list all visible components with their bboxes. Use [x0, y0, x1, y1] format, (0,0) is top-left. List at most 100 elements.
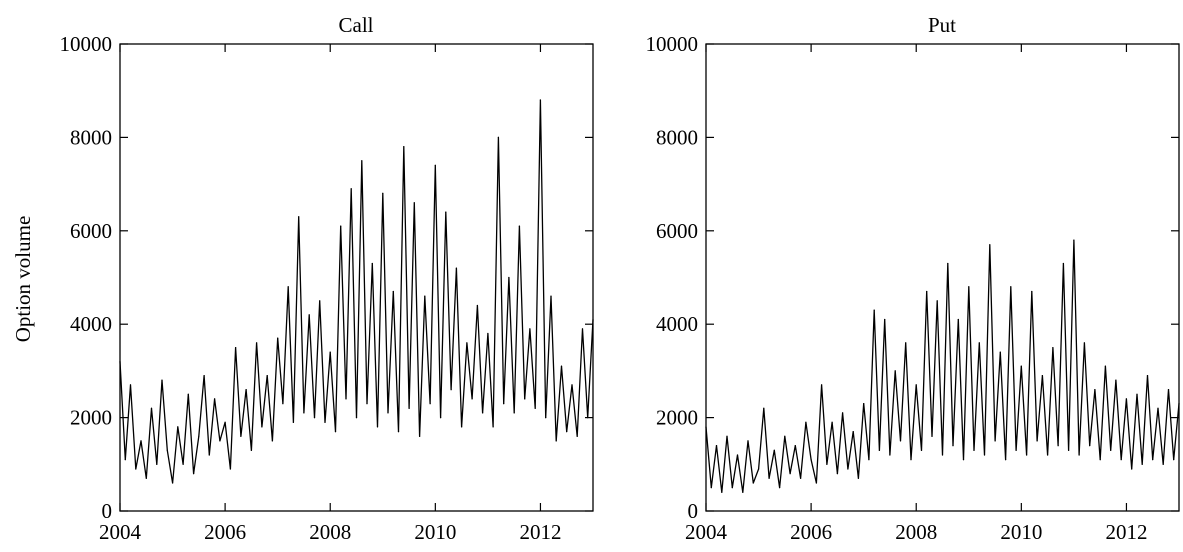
put-data-point: [1131, 468, 1133, 470]
call-plot-frame: [119, 43, 594, 512]
call-data-point: [119, 361, 121, 363]
put-data-point: [721, 491, 723, 493]
call-data-point: [203, 375, 205, 377]
call-x-tick-label: 2008: [309, 520, 351, 544]
put-data-point: [899, 440, 902, 442]
call-data-point: [592, 318, 594, 321]
put-data-point: [852, 431, 854, 433]
put-chart-title: Put: [928, 13, 956, 37]
call-data-point: [129, 384, 132, 386]
put-y-tick-label: 4000: [656, 312, 698, 336]
call-data-point: [124, 459, 126, 461]
call-data-point: [492, 426, 494, 428]
put-data-point: [873, 309, 875, 311]
call-data-point: [250, 449, 252, 451]
call-data-point: [324, 421, 326, 423]
put-data-point: [1073, 239, 1075, 241]
call-data-point: [487, 332, 489, 335]
put-y-tick-labels: 0 2000 4000 6000 8000 10000: [646, 32, 699, 523]
call-data-point: [513, 412, 515, 414]
call-data-point: [313, 417, 316, 419]
call-x-tick-label: 2004: [99, 520, 142, 544]
call-data-point: [292, 421, 294, 423]
put-data-point: [1026, 454, 1028, 456]
call-chart-title: Call: [339, 13, 374, 37]
put-data-point: [1057, 445, 1059, 447]
call-data-point: [298, 216, 300, 218]
put-data-point: [779, 487, 781, 489]
call-y-tick-label: 2000: [70, 406, 112, 430]
put-data-point: [884, 318, 886, 321]
put-data-point: [763, 407, 765, 409]
put-data-point: [968, 286, 970, 288]
put-data-point: [1052, 347, 1054, 349]
call-data-point: [150, 407, 153, 409]
put-data-point: [947, 262, 949, 265]
put-plot-frame: [705, 43, 1180, 512]
call-series: [119, 99, 594, 484]
call-data-point: [266, 375, 268, 377]
put-data-point: [1178, 403, 1180, 405]
call-y-tick-labels: 0 2000 4000 6000 8000 10000: [60, 32, 113, 523]
put-data-point: [989, 244, 991, 246]
put-data-point: [863, 403, 865, 405]
call-data-point: [503, 403, 505, 405]
call-data-point: [550, 295, 552, 297]
call-data-point: [376, 426, 379, 428]
put-data-point: [1110, 449, 1112, 451]
call-data-point: [261, 426, 263, 428]
call-data-point: [524, 398, 526, 400]
put-data-point: [1120, 459, 1122, 461]
put-data-point: [815, 482, 818, 484]
put-data-point: [868, 459, 870, 461]
put-data-point: [857, 477, 860, 479]
call-data-point: [161, 379, 163, 381]
call-data-point: [440, 417, 442, 419]
call-y-tick-label: 4000: [70, 312, 112, 336]
call-data-point: [508, 276, 510, 279]
call-x-tick-labels: 2004 2006 2008 2010 2012: [99, 520, 561, 544]
call-y-tick-label: 10000: [60, 32, 113, 56]
call-data-point: [408, 407, 410, 409]
call-data-point: [329, 351, 331, 353]
put-data-point: [910, 459, 912, 461]
call-data-point: [350, 188, 352, 190]
call-data-point: [392, 290, 394, 293]
put-data-point: [847, 468, 849, 470]
put-data-point: [842, 412, 844, 414]
put-data-point: [1068, 449, 1070, 451]
call-data-point: [345, 398, 347, 400]
put-data-point: [926, 290, 928, 293]
put-data-point: [726, 435, 728, 437]
put-data-point: [789, 473, 791, 475]
call-x-tick-label: 2010: [414, 520, 456, 544]
call-data-point: [560, 365, 563, 367]
call-data-point: [576, 435, 578, 437]
call-data-point: [434, 164, 436, 166]
put-data-point: [1089, 445, 1091, 447]
put-data-point: [1020, 365, 1022, 367]
put-x-tick-label: 2004: [685, 520, 728, 544]
put-data-point: [1015, 449, 1017, 451]
call-data-point: [545, 417, 547, 419]
put-y-tick-label: 0: [688, 499, 699, 523]
put-data-point: [1083, 342, 1085, 344]
put-data-point: [736, 454, 739, 456]
call-data-point: [424, 295, 426, 297]
call-data-point: [340, 225, 342, 227]
call-data-point: [172, 482, 174, 484]
put-data-point: [715, 445, 718, 447]
call-data-point: [140, 440, 142, 442]
call-panel: Call Option volume 2004 2006 2008 2010 2012 …: [11, 13, 594, 544]
call-data-point: [361, 160, 363, 162]
call-y-tick-label: 6000: [70, 219, 112, 243]
put-data-point: [920, 449, 923, 451]
put-data-point: [1062, 262, 1064, 265]
call-data-point: [555, 440, 557, 442]
call-data-point: [166, 449, 168, 451]
put-data-point: [889, 454, 891, 456]
put-data-point: [773, 449, 775, 451]
put-y-tick-label: 6000: [656, 219, 698, 243]
call-data-point: [471, 398, 473, 400]
